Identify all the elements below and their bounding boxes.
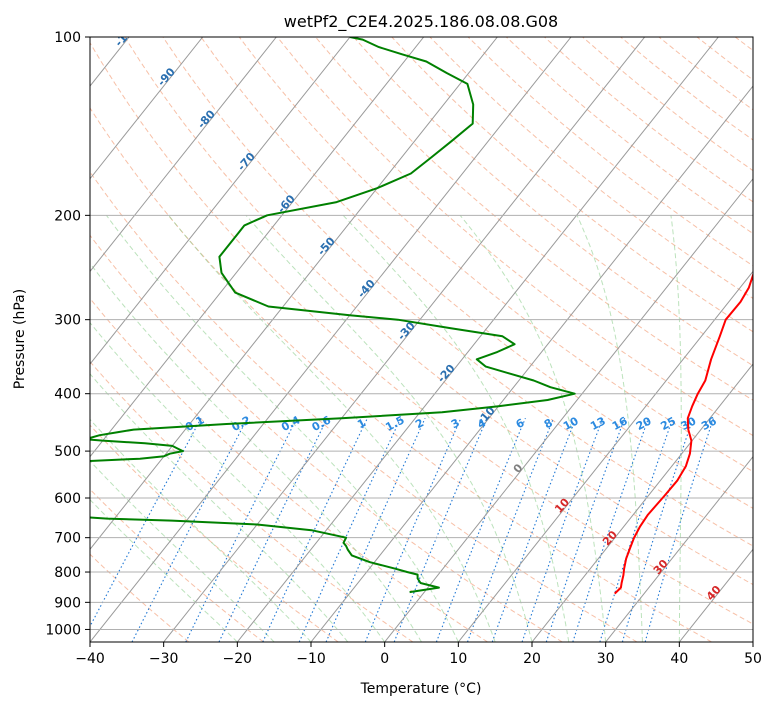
mixing-ratio-line xyxy=(262,417,368,642)
y-tick-label: 600 xyxy=(54,491,81,507)
x-tick-label: 30 xyxy=(597,651,615,667)
mixing-ratio-line xyxy=(298,417,402,642)
isotherm-line xyxy=(163,37,646,642)
isotherm-line xyxy=(90,37,277,273)
y-tick-label: 800 xyxy=(54,565,81,581)
temperature-profile xyxy=(614,272,753,595)
isotherm-line xyxy=(90,37,351,365)
chart-title: wetPf2_C2E4.2025.186.08.08.G08 xyxy=(284,12,558,32)
plot-frame xyxy=(89,36,754,643)
mixing-ratio-line xyxy=(572,418,650,642)
isotherm-line xyxy=(236,37,719,642)
y-tick-label: 100 xyxy=(54,30,81,46)
moist-adiabat xyxy=(670,215,682,642)
moist-adiabat xyxy=(168,214,496,642)
dry-adiabat xyxy=(90,171,638,642)
dry-adiabat xyxy=(391,37,753,333)
dry-adiabat xyxy=(315,37,753,401)
mixing-ratio-line xyxy=(521,418,604,642)
dry-adiabat xyxy=(90,424,339,642)
dry-adiabat xyxy=(429,37,753,299)
isotherm-line xyxy=(90,37,498,551)
moist-adiabat xyxy=(576,215,643,642)
y-tick-label: 1000 xyxy=(45,622,81,638)
isotherm-line xyxy=(605,455,753,642)
x-tick-label: 40 xyxy=(670,651,688,667)
dry-adiabat xyxy=(200,37,753,509)
isobar-lines xyxy=(90,37,753,630)
x-tick-label: 0 xyxy=(380,651,389,667)
moist-adiabat xyxy=(245,214,533,642)
y-tick-label: 900 xyxy=(54,595,81,611)
mixing-ratio-line xyxy=(90,417,202,628)
x-tick-label: −30 xyxy=(149,651,179,667)
mixing-ratio-line xyxy=(131,417,248,642)
isotherm-line xyxy=(457,270,753,642)
y-tick-label: 400 xyxy=(54,387,81,403)
x-axis: −40 −30 −20 −10 0 10 20 30 40 50 xyxy=(75,642,762,667)
moist-adiabat xyxy=(459,214,607,642)
isotherm-line xyxy=(310,85,753,642)
mixing-ratio-label: 25 xyxy=(658,414,678,433)
x-axis-label: Temperature (°C) xyxy=(360,681,482,697)
dry-adiabat xyxy=(90,234,563,642)
sounding-profiles xyxy=(90,37,753,595)
moist-adiabat xyxy=(90,418,312,642)
x-tick-label: −40 xyxy=(75,651,105,667)
dry-adiabat xyxy=(90,553,190,642)
dry-adiabat xyxy=(90,107,712,642)
dry-adiabat xyxy=(90,41,753,625)
mixing-ratio-line xyxy=(393,417,488,642)
dry-adiabat xyxy=(90,297,488,642)
isotherm-line xyxy=(90,37,425,458)
mixing-ratio-line xyxy=(185,417,298,642)
mixing-ratio-label: 20 xyxy=(634,414,654,433)
mixing-ratio-line xyxy=(621,418,694,642)
plot-area: -100-90-80-70-60-50-40-30-20-10010203040… xyxy=(90,37,753,642)
isotherm-line xyxy=(531,363,753,642)
isotherm-lines xyxy=(90,37,753,642)
mixing-ratio-label: 36 xyxy=(699,414,719,433)
moist-adiabat xyxy=(90,498,238,642)
x-tick-label: 10 xyxy=(449,651,467,667)
y-tick-label: 500 xyxy=(54,444,81,460)
isotherm-line xyxy=(90,37,572,642)
x-tick-label: 20 xyxy=(523,651,541,667)
moist-adiabat xyxy=(90,321,386,642)
dry-adiabat xyxy=(90,488,264,642)
dewpoint-profile xyxy=(90,37,576,594)
y-axis: 100 200 300 400 500 600 700 800 900 1000 xyxy=(45,30,90,638)
mixing-ratio-label: 13 xyxy=(588,414,608,433)
isotherm-line xyxy=(384,177,753,642)
isotherm-line xyxy=(90,37,204,180)
y-tick-label: 200 xyxy=(54,208,81,224)
mixing-ratio-line xyxy=(218,417,328,642)
moist-adiabat xyxy=(90,262,422,642)
x-tick-label: −10 xyxy=(296,651,326,667)
mixing-ratio-label: 16 xyxy=(610,414,630,433)
mixing-ratio-line xyxy=(325,417,426,642)
moist-adiabat xyxy=(342,214,570,642)
mixing-ratio-line xyxy=(435,417,526,642)
x-tick-label: −20 xyxy=(223,651,253,667)
moist-adiabat xyxy=(90,460,275,642)
mixing-ratio-label: 10 xyxy=(561,414,581,433)
mixing-ratio-line xyxy=(364,417,462,642)
dry-adiabat xyxy=(276,37,753,437)
moist-adiabat xyxy=(105,215,459,642)
y-axis-label: Pressure (hPa) xyxy=(12,289,28,389)
y-tick-label: 700 xyxy=(54,531,81,547)
mixing-ratio-line xyxy=(545,418,626,642)
y-tick-label: 300 xyxy=(54,313,81,329)
x-tick-label: 50 xyxy=(744,651,762,667)
